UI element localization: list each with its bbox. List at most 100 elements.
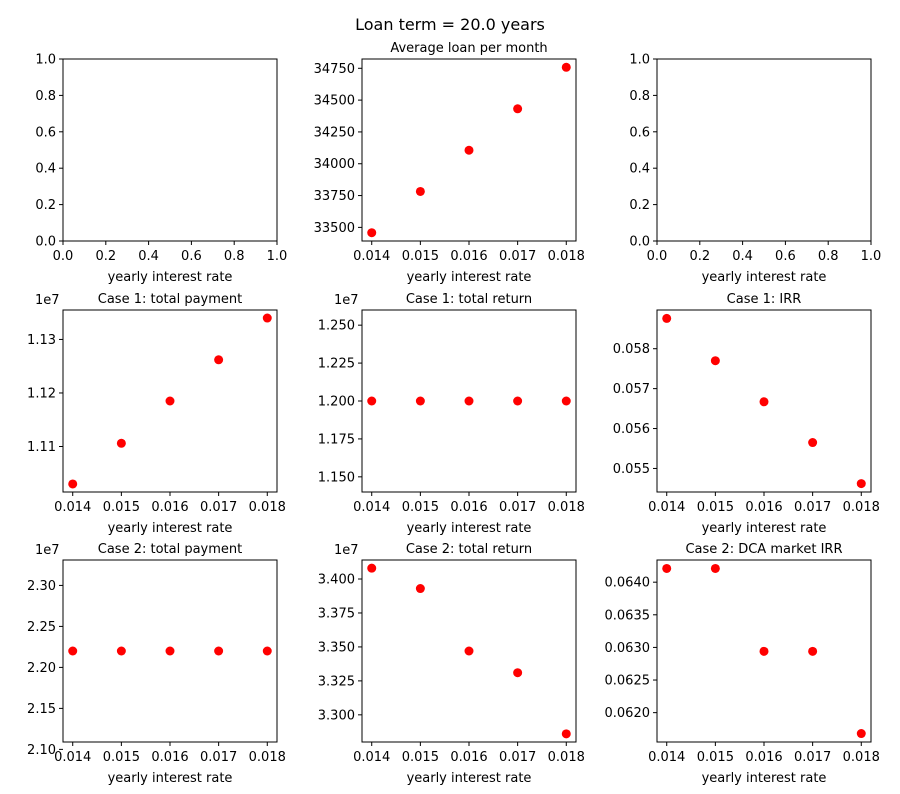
x-tick-label: 1.0 <box>267 249 288 264</box>
data-point <box>415 186 425 196</box>
subplot-9: Case 2: DCA market IRR 0.014 0.015 0.016 0.0… <box>605 542 880 786</box>
x-tick-label: 0.2 <box>95 249 116 264</box>
y-tick-label: 0.057 <box>613 382 650 397</box>
x-tick-label: 0.018 <box>249 750 286 765</box>
data-point <box>116 646 126 656</box>
y-tick-label: 0.4 <box>629 162 650 177</box>
data-point <box>856 729 866 739</box>
x-tick-label: 0.016 <box>151 750 188 765</box>
data-point <box>262 646 272 656</box>
x-axis-label: yearly interest rate <box>407 270 532 285</box>
y-tick-label: 1.200 <box>318 395 355 410</box>
y-tick-label: 1.225 <box>318 357 355 372</box>
x-tick-label: 0.014 <box>54 750 91 765</box>
data-point <box>710 356 720 366</box>
data-point <box>561 62 571 72</box>
axes-frame <box>656 58 872 242</box>
data-point <box>808 438 818 448</box>
y-tick-label: 0.2 <box>629 198 650 213</box>
subplot-2: Average loan per month 0.014 0.015 0.016 0.0… <box>314 41 585 285</box>
y-tick-label: 34250 <box>314 125 355 140</box>
subplot-title: Case 2: total payment <box>98 542 243 557</box>
y-tick-label: 0.8 <box>629 89 650 104</box>
x-axis-label: yearly interest rate <box>702 270 827 285</box>
data-point <box>415 396 425 406</box>
x-tick-label: 0.015 <box>697 750 734 765</box>
data-point <box>464 646 474 656</box>
y-tick-label: 3.400 <box>318 573 355 588</box>
y-tick-label: 0.6 <box>35 125 56 140</box>
data-point <box>561 396 571 406</box>
data-point <box>513 668 523 678</box>
x-axis-label: yearly interest rate <box>108 270 233 285</box>
subplot-title: Case 1: total return <box>406 292 532 307</box>
data-point <box>759 646 769 656</box>
x-tick-label: 0.015 <box>402 249 439 264</box>
y-tick-label: 0.0625 <box>605 674 651 689</box>
y-tick-label: 1.0 <box>35 53 56 68</box>
x-tick-label: 0.018 <box>548 249 585 264</box>
axes-frame <box>62 58 278 242</box>
y-tick-label: 1.12 <box>27 386 56 401</box>
x-tick-label: 0.018 <box>548 750 585 765</box>
y-tick-label: 0.0630 <box>605 641 651 656</box>
x-tick-label: 0.016 <box>151 500 188 515</box>
x-tick-label: 0.016 <box>745 500 782 515</box>
x-tick-label: 0.014 <box>353 750 390 765</box>
x-tick-label: 0.0 <box>53 249 74 264</box>
subplot-7: Case 2: total payment 0.014 0.015 0.016 0.01… <box>27 542 286 786</box>
x-tick-label: 0.017 <box>200 750 237 765</box>
subplot-title: Case 2: total return <box>406 542 532 557</box>
data-point <box>367 228 377 238</box>
y-tick-label: 0.2 <box>35 198 56 213</box>
x-tick-label: 0.6 <box>775 249 796 264</box>
x-tick-label: 0.017 <box>200 500 237 515</box>
data-point <box>367 563 377 573</box>
y-offset-text: 1e7 <box>35 543 60 558</box>
data-point <box>513 104 523 114</box>
x-tick-label: 0.014 <box>353 249 390 264</box>
x-tick-label: 0.014 <box>54 500 91 515</box>
x-tick-label: 0.017 <box>794 500 831 515</box>
x-tick-label: 0.017 <box>794 750 831 765</box>
y-tick-label: 1.11 <box>27 440 56 455</box>
y-tick-label: 3.300 <box>318 708 355 723</box>
x-axis-label: yearly interest rate <box>702 521 827 536</box>
y-tick-label: 34500 <box>314 94 355 109</box>
x-axis-label: yearly interest rate <box>108 521 233 536</box>
subplot-title: Case 1: total payment <box>98 292 243 307</box>
x-tick-label: 0.4 <box>732 249 753 264</box>
data-point <box>116 438 126 448</box>
y-offset-text: 1e7 <box>334 293 359 308</box>
x-tick-label: 0.014 <box>648 750 685 765</box>
y-tick-label: 0.055 <box>613 462 650 477</box>
subplot-1: 0.0 0.2 0.4 0.6 0.8 1.0 0.0 0.2 0.4 0.6 0.8 1.0 year… <box>35 53 287 286</box>
x-tick-label: 0.017 <box>499 500 536 515</box>
y-tick-label: 3.375 <box>318 606 355 621</box>
subplot-4: Case 1: total payment 0.014 0.015 0.016 0.01… <box>27 292 286 536</box>
figure-suptitle: Loan term = 20.0 years <box>355 15 545 34</box>
subplot-3: 0.0 0.2 0.4 0.6 0.8 1.0 0.0 0.2 0.4 0.6 0.8 1.0 year… <box>629 53 881 286</box>
data-point <box>68 646 78 656</box>
x-tick-label: 0.016 <box>450 750 487 765</box>
data-point <box>415 584 425 594</box>
x-tick-label: 0.015 <box>402 500 439 515</box>
x-tick-label: 0.014 <box>353 500 390 515</box>
y-tick-label: 0.0 <box>629 235 650 250</box>
y-tick-label: 3.325 <box>318 674 355 689</box>
y-tick-label: 0.0 <box>35 235 56 250</box>
y-tick-label: 2.15 <box>27 702 56 717</box>
y-tick-label: 2.10 <box>27 743 56 758</box>
x-tick-label: 0.2 <box>689 249 710 264</box>
x-tick-label: 0.018 <box>548 500 585 515</box>
y-tick-label: 3.350 <box>318 640 355 655</box>
x-tick-label: 0.015 <box>402 750 439 765</box>
x-tick-label: 0.016 <box>745 750 782 765</box>
data-point <box>662 313 672 323</box>
x-tick-label: 1.0 <box>861 249 882 264</box>
y-tick-label: 0.0635 <box>605 608 651 623</box>
y-tick-label: 34000 <box>314 157 355 172</box>
x-tick-label: 0.015 <box>103 750 140 765</box>
data-point <box>214 646 224 656</box>
